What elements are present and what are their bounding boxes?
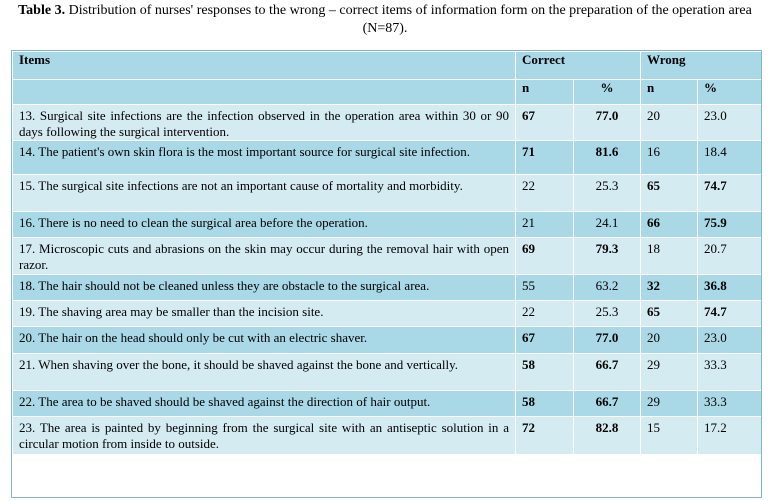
item-text: 16. There is no need to clean the surgic… [12,211,516,238]
item-text: 20. The hair on the head should only be … [12,326,516,354]
wrong-pct: 33.3 [697,390,762,417]
correct-pct: 66.7 [573,353,641,391]
correct-n: 58 [515,390,574,417]
correct-n: 71 [515,140,574,175]
correct-pct: 66.7 [573,390,641,417]
data-table: Items Correct Wrong n % n % 13. Surgical… [12,51,762,455]
item-text: 22. The area to be shaved should be shav… [12,390,516,417]
header-row: Items Correct Wrong [12,51,762,80]
table-row: 13. Surgical site infections are the inf… [12,104,762,141]
item-text: 19. The shaving area may be smaller than… [12,300,516,327]
correct-n: 22 [515,300,574,327]
item-text: 13. Surgical site infections are the inf… [12,104,516,141]
table-row: 22. The area to be shaved should be shav… [12,390,762,417]
wrong-n: 20 [640,104,698,141]
wrong-pct: 23.0 [697,326,762,354]
item-text: 14. The patient's own skin flora is the … [12,140,516,175]
correct-n: 55 [515,274,574,301]
header-items: Items [12,51,516,80]
item-text: 21. When shaving over the bone, it shoul… [12,353,516,391]
wrong-pct: 74.7 [697,300,762,327]
header-wrong: Wrong [640,51,762,80]
wrong-n: 29 [640,353,698,391]
table-row: 14. The patient's own skin flora is the … [12,140,762,175]
table-row: 16. There is no need to clean the surgic… [12,211,762,238]
table-row: 20. The hair on the head should only be … [12,326,762,354]
subheader-correct-pct: % [573,79,641,105]
wrong-pct: 33.3 [697,353,762,391]
wrong-n: 16 [640,140,698,175]
header-correct: Correct [515,51,641,80]
correct-pct: 25.3 [573,174,641,212]
wrong-n: 15 [640,416,698,455]
correct-n: 22 [515,174,574,212]
wrong-n: 66 [640,211,698,238]
item-text: 18. The hair should not be cleaned unles… [12,274,516,301]
subheader-correct-n: n [515,79,574,105]
table-row: 23. The area is painted by beginning fro… [12,416,762,455]
correct-pct: 24.1 [573,211,641,238]
table-row: 19. The shaving area may be smaller than… [12,300,762,327]
correct-n: 67 [515,326,574,354]
wrong-n: 20 [640,326,698,354]
table-row: 15. The surgical site infections are not… [12,174,762,212]
table-caption-text: Distribution of nurses' responses to the… [68,3,752,36]
wrong-n: 65 [640,174,698,212]
wrong-pct: 18.4 [697,140,762,175]
item-text: 23. The area is painted by beginning fro… [12,416,516,455]
wrong-pct: 74.7 [697,174,762,212]
wrong-pct: 17.2 [697,416,762,455]
correct-pct: 81.6 [573,140,641,175]
wrong-n: 65 [640,300,698,327]
table-row: 17. Microscopic cuts and abrasions on th… [12,237,762,275]
correct-n: 58 [515,353,574,391]
correct-pct: 79.3 [573,237,641,275]
subheader-blank [12,79,516,105]
subheader-wrong-n: n [640,79,698,105]
correct-n: 69 [515,237,574,275]
correct-n: 67 [515,104,574,141]
correct-n: 21 [515,211,574,238]
table-caption: Table 3. Distribution of nurses' respons… [10,2,760,38]
wrong-pct: 75.9 [697,211,762,238]
correct-n: 72 [515,416,574,455]
correct-pct: 77.0 [573,326,641,354]
table-row: 21. When shaving over the bone, it shoul… [12,353,762,391]
table-row: 18. The hair should not be cleaned unles… [12,274,762,301]
wrong-n: 29 [640,390,698,417]
wrong-pct: 23.0 [697,104,762,141]
subheader-wrong-pct: % [697,79,762,105]
correct-pct: 77.0 [573,104,641,141]
table-body: 13. Surgical site infections are the inf… [12,104,762,455]
wrong-n: 18 [640,237,698,275]
wrong-pct: 20.7 [697,237,762,275]
item-text: 15. The surgical site infections are not… [12,174,516,212]
correct-pct: 25.3 [573,300,641,327]
subheader-row: n % n % [12,79,762,105]
correct-pct: 63.2 [573,274,641,301]
correct-pct: 82.8 [573,416,641,455]
wrong-pct: 36.8 [697,274,762,301]
item-text: 17. Microscopic cuts and abrasions on th… [12,237,516,275]
wrong-n: 32 [640,274,698,301]
table-label: Table 3. [18,3,66,18]
